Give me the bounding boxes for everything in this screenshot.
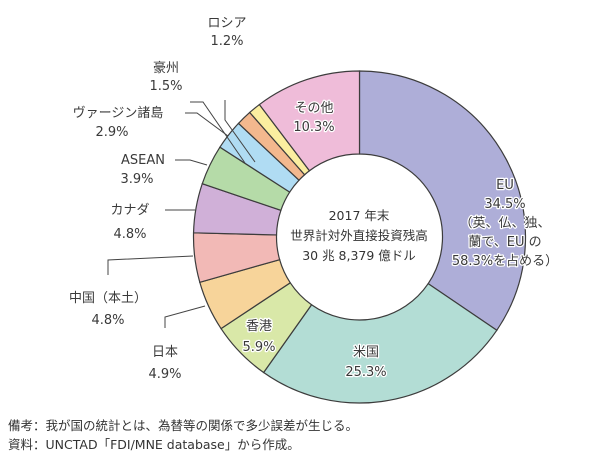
- svg-text:1.5%: 1.5%: [149, 79, 182, 94]
- svg-text:EU: EU: [496, 178, 514, 193]
- svg-text:25.3%: 25.3%: [345, 365, 386, 380]
- leader-line-australia: [190, 101, 246, 164]
- leader-line-virgin: [185, 112, 229, 137]
- svg-text:（英、仏、独、: （英、仏、独、: [459, 216, 550, 231]
- center-label: 2017 年末 世界計対外直接投資残高 30 兆 8,379 億ドル: [290, 208, 428, 263]
- svg-text:3.9%: 3.9%: [120, 172, 153, 187]
- svg-text:4.8%: 4.8%: [113, 227, 146, 242]
- leader-line-asean: [175, 159, 208, 166]
- label-hongkong: 香港 5.9%: [241, 318, 277, 357]
- svg-text:1.2%: 1.2%: [210, 34, 243, 49]
- svg-text:世界計対外直接投資残高: 世界計対外直接投資残高: [290, 228, 428, 243]
- label-japan: 日本 4.9%: [148, 345, 181, 382]
- svg-text:ASEAN: ASEAN: [121, 153, 165, 168]
- svg-text:34.5%: 34.5%: [484, 197, 525, 212]
- source-note: 資料：UNCTAD「FDI/MNE database」から作成。: [8, 437, 300, 452]
- svg-text:中国（本土）: 中国（本土）: [69, 291, 147, 306]
- svg-text:10.3%: 10.3%: [293, 120, 334, 135]
- svg-text:ロシア: ロシア: [207, 16, 246, 31]
- svg-text:豪州: 豪州: [153, 60, 179, 76]
- svg-text:2017 年末: 2017 年末: [329, 208, 390, 223]
- svg-text:30 兆 8,379 億ドル: 30 兆 8,379 億ドル: [302, 248, 416, 263]
- svg-text:5.9%: 5.9%: [242, 340, 275, 355]
- label-virgin-islands: ヴァージン諸島 2.9%: [73, 105, 164, 140]
- svg-text:その他: その他: [294, 101, 333, 116]
- leader-line-china: [107, 255, 194, 275]
- svg-text:2.9%: 2.9%: [95, 125, 128, 140]
- label-china: 中国（本土） 4.8%: [69, 291, 147, 328]
- slice-1: [262, 282, 498, 404]
- svg-text:カナダ: カナダ: [110, 203, 149, 218]
- remark-note: 備考：我が国の統計とは、為替等の関係で多少誤差が生じる。: [8, 418, 359, 433]
- leader-line-japan: [164, 305, 206, 328]
- svg-text:米国: 米国: [353, 345, 379, 360]
- svg-text:58.3%を占める）: 58.3%を占める）: [452, 254, 558, 269]
- leader-line-russia: [224, 100, 256, 163]
- donut-slices: [192, 70, 527, 404]
- svg-text:香港: 香港: [246, 319, 272, 334]
- label-other: その他 10.3%: [292, 100, 336, 137]
- svg-text:蘭で、EU の: 蘭で、EU の: [468, 234, 541, 250]
- slice-0: [358, 70, 527, 332]
- slice-10: [258, 70, 361, 172]
- leader-lines: [107, 100, 256, 328]
- label-usa: 米国 25.3%: [344, 344, 388, 382]
- svg-text:日本: 日本: [152, 345, 178, 360]
- label-asean: ASEAN 3.9%: [120, 153, 165, 187]
- label-canada: カナダ 4.8%: [110, 203, 149, 242]
- label-eu: EU 34.5% （英、仏、独、 蘭で、EU の 58.3%を占める）: [451, 177, 560, 271]
- svg-text:ヴァージン諸島: ヴァージン諸島: [73, 105, 164, 121]
- footnotes: 備考：我が国の統計とは、為替等の関係で多少誤差が生じる。 資料：UNCTAD「F…: [8, 416, 358, 454]
- svg-text:4.9%: 4.9%: [148, 367, 181, 382]
- svg-text:4.8%: 4.8%: [91, 313, 124, 328]
- label-australia: 豪州 1.5%: [149, 60, 182, 94]
- label-russia: ロシア 1.2%: [207, 16, 246, 49]
